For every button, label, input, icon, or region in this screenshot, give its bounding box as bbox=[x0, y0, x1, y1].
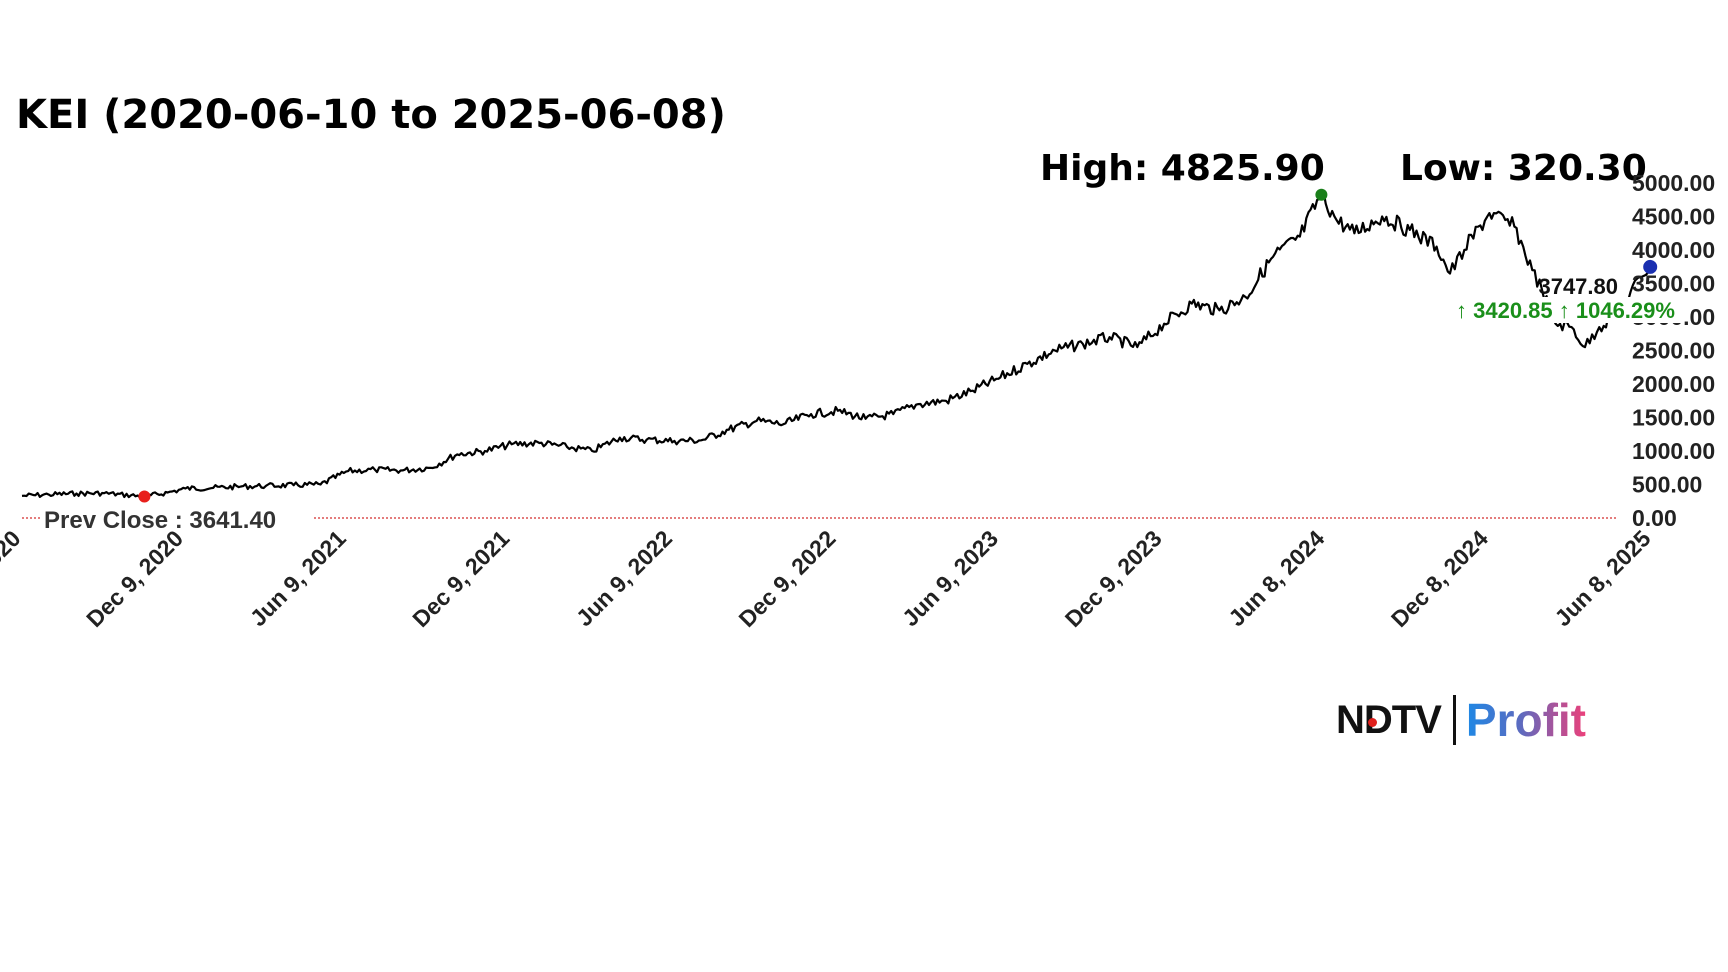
y-tick-label: 500.00 bbox=[1632, 472, 1702, 498]
x-tick-label: Dec 8, 2024 bbox=[1386, 525, 1493, 632]
ndtv-profit-logo: NDTV Profit bbox=[1336, 692, 1586, 748]
x-tick-label: Dec 9, 2023 bbox=[1060, 525, 1167, 632]
y-tick-label: 1500.00 bbox=[1632, 405, 1715, 431]
x-tick-label: Jun 9, 2022 bbox=[571, 525, 677, 631]
x-tick-label: Jun 8, 2024 bbox=[1223, 525, 1329, 631]
x-tick-label: Jun 8, 2025 bbox=[1549, 525, 1655, 631]
chart-markers bbox=[138, 188, 1658, 503]
change-label-bg bbox=[1452, 297, 1684, 323]
x-tick-label: Jun 9, 2021 bbox=[245, 525, 351, 631]
price-line bbox=[21, 190, 1652, 499]
last-price-label: 3747.80 bbox=[1538, 274, 1618, 299]
low-label: Low: 320.30 bbox=[1400, 148, 1647, 189]
y-axis: 0.00500.001000.001500.002000.002500.0030… bbox=[1632, 170, 1715, 531]
high-label: High: 4825.90 bbox=[1040, 148, 1325, 189]
logo-profit-text: Profit bbox=[1465, 694, 1586, 746]
x-tick-label: Dec 9, 2020 bbox=[81, 525, 188, 632]
logo-separator bbox=[1452, 695, 1456, 745]
logo-ndtv-text: NDTV bbox=[1336, 697, 1442, 742]
y-tick-label: 0.00 bbox=[1632, 505, 1677, 531]
x-tick-label: Jun 10, 2020 bbox=[0, 525, 26, 640]
y-tick-label: 4500.00 bbox=[1632, 204, 1715, 230]
x-tick-label: Dec 9, 2022 bbox=[734, 525, 841, 632]
y-tick-label: 3500.00 bbox=[1632, 271, 1715, 297]
high-marker bbox=[1315, 188, 1328, 201]
logo-red-dot bbox=[1368, 717, 1377, 727]
x-tick-label: Jun 9, 2023 bbox=[897, 525, 1003, 631]
y-tick-label: 1000.00 bbox=[1632, 438, 1715, 464]
chart-title: KEI (2020-06-10 to 2025-06-08) bbox=[16, 92, 726, 138]
y-tick-label: 4000.00 bbox=[1632, 237, 1715, 263]
prev-close-label-bg bbox=[42, 504, 314, 532]
last-price-marker bbox=[1643, 259, 1658, 274]
y-tick-label: 2000.00 bbox=[1632, 371, 1715, 397]
low-marker bbox=[138, 490, 151, 503]
price-series bbox=[21, 190, 1652, 499]
x-axis: Jun 10, 2020 Dec 9, 2020 Jun 9, 2021 Dec 9,… bbox=[0, 525, 1656, 640]
y-tick-label: 2500.00 bbox=[1632, 338, 1715, 364]
y-tick-label: 5000.00 bbox=[1632, 170, 1715, 196]
change-label: ↑ 3420.85 ↑ 1046.29% bbox=[1456, 298, 1675, 323]
x-tick-label: Dec 9, 2021 bbox=[407, 525, 514, 632]
prev-close-label: Prev Close : 3641.40 bbox=[44, 507, 276, 534]
